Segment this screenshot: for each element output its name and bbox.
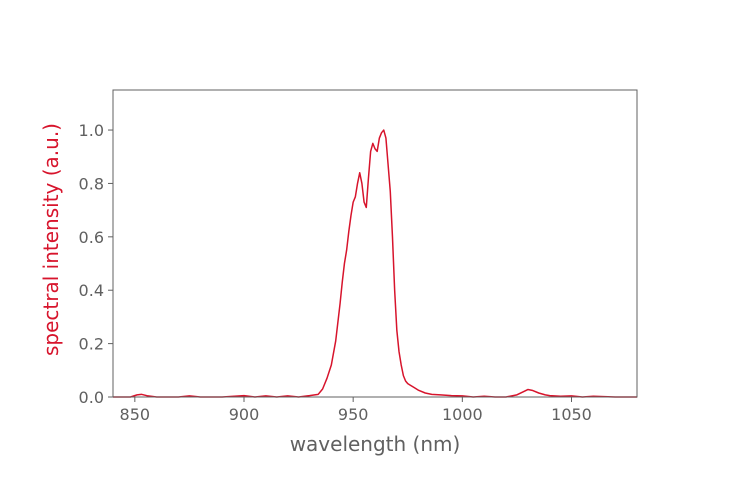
- y-axis-label: spectral intensity (a.u.): [39, 123, 63, 356]
- plot-area: [113, 129, 637, 398]
- axes-frame: [112, 89, 638, 398]
- x-axis-label: wavelength (nm): [290, 432, 461, 456]
- x-tick-label: 1050: [551, 405, 592, 424]
- y-tick-label: 0.8: [79, 174, 104, 193]
- y-tick-label: 0.0: [79, 388, 104, 407]
- x-tick-label: 900: [229, 405, 260, 424]
- spectrum-line: [113, 129, 637, 398]
- x-tick-label: 950: [338, 405, 369, 424]
- x-axis: 850 900 950 1000 1050: [120, 397, 592, 424]
- y-tick-label: 0.4: [79, 281, 104, 300]
- x-tick-label: 1000: [442, 405, 483, 424]
- y-axis: 0.0 0.2 0.4 0.6 0.8 1.0: [79, 121, 113, 407]
- y-tick-label: 0.6: [79, 228, 104, 247]
- x-tick-label: 850: [120, 405, 151, 424]
- y-tick-label: 0.2: [79, 335, 104, 354]
- y-tick-label: 1.0: [79, 121, 104, 140]
